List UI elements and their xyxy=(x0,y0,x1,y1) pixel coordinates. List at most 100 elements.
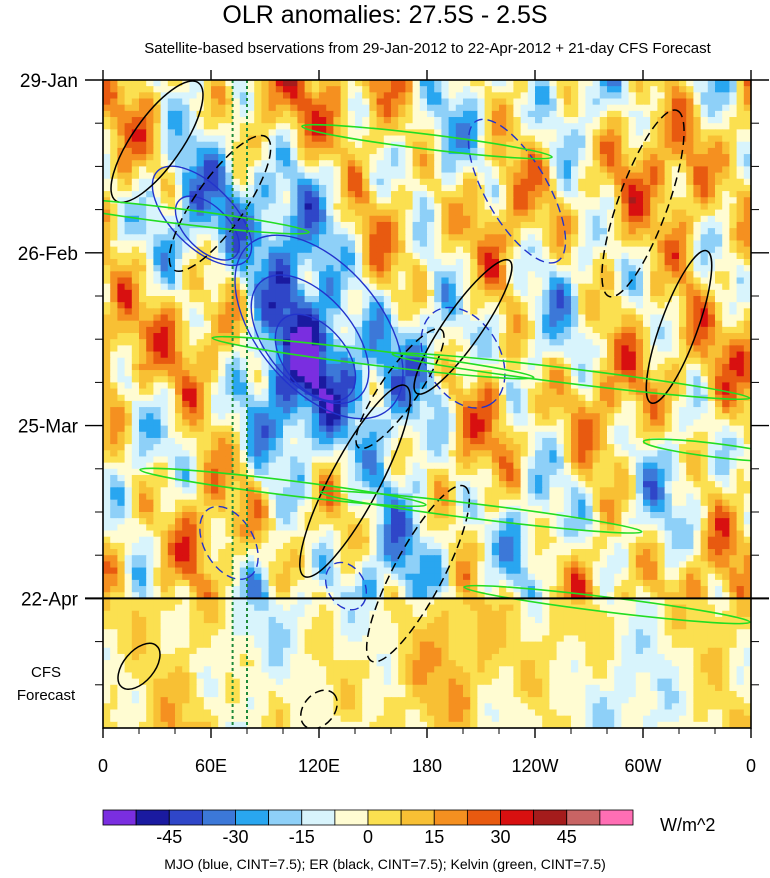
field-cell xyxy=(700,388,709,396)
field-cell xyxy=(736,80,745,87)
field-cell xyxy=(736,382,745,390)
field-cell xyxy=(657,240,666,248)
field-cell xyxy=(419,252,428,260)
field-cell xyxy=(743,184,751,192)
field-cell xyxy=(729,92,738,100)
field-cell xyxy=(398,228,406,235)
field-cell xyxy=(729,129,738,137)
field-cell xyxy=(203,320,212,328)
field-cell xyxy=(556,394,565,402)
field-cell xyxy=(146,376,154,383)
field-cell xyxy=(347,252,356,260)
field-cell xyxy=(463,234,471,242)
field-cell xyxy=(491,92,500,100)
field-cell xyxy=(578,413,586,421)
field-cell xyxy=(621,98,630,106)
field-cell xyxy=(139,147,147,155)
field-cell xyxy=(167,234,176,242)
field-cell xyxy=(455,363,464,371)
field-cell xyxy=(362,147,370,155)
field-cell xyxy=(110,98,118,106)
field-cell xyxy=(160,333,169,340)
field-cell xyxy=(412,166,421,174)
field-cell xyxy=(153,333,162,340)
field-cell xyxy=(427,240,435,248)
field-cell xyxy=(355,246,363,254)
field-cell xyxy=(268,339,277,346)
field-cell xyxy=(153,400,162,408)
field-cell xyxy=(203,271,212,279)
field-cell xyxy=(484,240,493,248)
field-cell xyxy=(383,376,392,383)
field-cell xyxy=(139,320,147,328)
field-cell xyxy=(664,228,673,235)
field-cell xyxy=(513,117,522,124)
field-cell xyxy=(369,172,378,180)
field-cell xyxy=(182,296,190,303)
field-cell xyxy=(571,80,579,87)
field-cell xyxy=(506,166,514,174)
field-cell xyxy=(484,184,493,192)
field-cell xyxy=(383,123,392,130)
field-cell xyxy=(693,98,702,106)
field-cell xyxy=(729,147,738,155)
field-cell xyxy=(448,240,457,248)
field-cell xyxy=(621,135,630,143)
field-cell xyxy=(167,363,176,371)
field-cell xyxy=(722,197,730,205)
field-cell xyxy=(275,326,284,334)
field-cell xyxy=(304,271,313,279)
field-cell xyxy=(412,80,421,87)
field-cell xyxy=(700,283,709,291)
field-cell xyxy=(232,326,241,334)
field-cell xyxy=(679,129,687,137)
field-cell xyxy=(549,154,558,161)
field-cell xyxy=(232,314,241,322)
field-cell xyxy=(333,221,342,229)
field-cell xyxy=(189,135,198,143)
field-cell xyxy=(175,419,183,427)
field-cell xyxy=(671,271,680,279)
field-cell xyxy=(175,271,183,279)
field-cell xyxy=(549,376,558,383)
field-cell xyxy=(578,357,586,365)
field-cell xyxy=(621,382,630,390)
field-cell xyxy=(491,166,500,174)
field-cell xyxy=(643,277,651,285)
field-cell xyxy=(527,160,536,167)
field-cell xyxy=(391,147,399,155)
field-cell xyxy=(549,289,558,297)
field-cell xyxy=(319,221,327,229)
field-cell xyxy=(218,215,226,223)
field-cell xyxy=(650,252,658,260)
field-cell xyxy=(203,246,212,254)
field-cell xyxy=(110,345,118,353)
field-cell xyxy=(383,413,392,421)
field-cell xyxy=(232,215,241,223)
field-cell xyxy=(535,80,543,87)
field-cell xyxy=(376,283,385,291)
field-cell xyxy=(592,98,601,106)
field-cell xyxy=(657,117,666,124)
field-cell xyxy=(398,339,406,346)
field-cell xyxy=(743,345,751,353)
field-cell xyxy=(319,110,327,118)
field-cell xyxy=(513,160,522,167)
field-cell xyxy=(506,289,514,297)
field-cell xyxy=(455,86,464,93)
field-cell xyxy=(311,258,320,266)
field-cell xyxy=(470,413,478,421)
field-cell xyxy=(218,86,226,93)
field-cell xyxy=(657,258,666,266)
field-cell xyxy=(189,92,198,100)
field-cell xyxy=(297,246,306,254)
field-cell xyxy=(657,252,666,260)
field-cell xyxy=(484,172,493,180)
field-cell xyxy=(693,209,702,217)
field-cell xyxy=(261,191,270,198)
field-cell xyxy=(175,178,183,186)
field-cell xyxy=(585,135,594,143)
field-cell xyxy=(124,400,133,408)
field-cell xyxy=(599,234,608,242)
field-cell xyxy=(563,277,572,285)
